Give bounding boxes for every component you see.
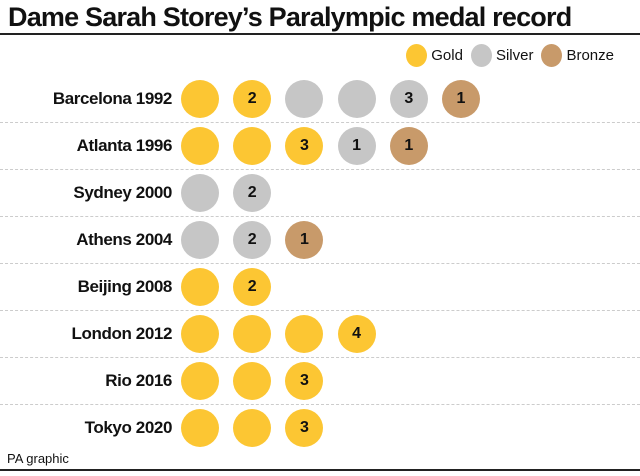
medal-row: Tokyo 2020 3 (0, 405, 640, 451)
legend-swatch-gold (406, 44, 428, 67)
title-divider (0, 33, 640, 35)
medal-gold (181, 409, 219, 447)
games-label: Rio 2016 (105, 371, 172, 390)
medal-gold (181, 315, 219, 353)
games-label: London 2012 (71, 324, 173, 343)
medal-row: Sydney 2000 2 (0, 170, 640, 217)
medal-silver (181, 174, 219, 212)
medal-bronze: 1 (285, 221, 324, 259)
legend-swatch-silver (470, 44, 492, 67)
medal-row: Beijing 2008 2 (0, 264, 640, 311)
medal-row: Barcelona 1992 2 3 1 (0, 76, 640, 123)
source-credit: PA graphic (7, 451, 69, 466)
chart-title: Dame Sarah Storey’s Paralympic medal rec… (8, 2, 572, 32)
legend: Gold Silver Bronze (398, 44, 614, 67)
medal-table: Barcelona 1992 2 3 1 Atlanta 1996 3 1 1 Sydney 2… (0, 76, 640, 451)
medal-silver: 1 (337, 127, 376, 165)
medal-silver: 2 (233, 174, 272, 212)
medal-bronze: 1 (389, 127, 428, 165)
medal-silver (337, 80, 376, 118)
medal-gold: 2 (233, 80, 272, 118)
medal-gold: 3 (285, 127, 324, 165)
medal-gold (181, 362, 219, 400)
medal-silver (285, 80, 324, 118)
medal-row: London 2012 4 (0, 311, 640, 358)
legend-label-silver: Silver (495, 47, 534, 64)
games-label: Beijing 2008 (77, 277, 173, 296)
medal-gold (181, 127, 219, 165)
games-label: Athens 2004 (76, 230, 172, 249)
medal-silver: 2 (233, 221, 272, 259)
medal-row: Rio 2016 3 (0, 358, 640, 405)
games-label: Sydney 2000 (73, 183, 172, 202)
medal-gold (233, 127, 272, 165)
games-label: Barcelona 1992 (52, 89, 173, 108)
medal-gold (181, 268, 219, 306)
medal-gold (285, 315, 324, 353)
legend-label-bronze: Bronze (566, 47, 614, 64)
medal-silver (181, 221, 219, 259)
footer-divider (0, 469, 640, 471)
medal-gold (233, 409, 272, 447)
medal-gold (181, 80, 219, 118)
legend-swatch-bronze (541, 44, 563, 67)
games-label: Tokyo 2020 (84, 418, 173, 437)
medal-row: Athens 2004 2 1 (0, 217, 640, 264)
medal-gold: 3 (285, 409, 324, 447)
games-label: Atlanta 1996 (76, 136, 173, 155)
medal-silver: 3 (389, 80, 428, 118)
medal-bronze: 1 (442, 80, 480, 118)
medal-row: Atlanta 1996 3 1 1 (0, 123, 640, 170)
medal-gold: 3 (285, 362, 324, 400)
medal-gold (233, 362, 272, 400)
medal-gold: 4 (337, 315, 376, 353)
legend-label-gold: Gold (431, 47, 463, 64)
medal-gold: 2 (233, 268, 272, 306)
medal-gold (233, 315, 272, 353)
